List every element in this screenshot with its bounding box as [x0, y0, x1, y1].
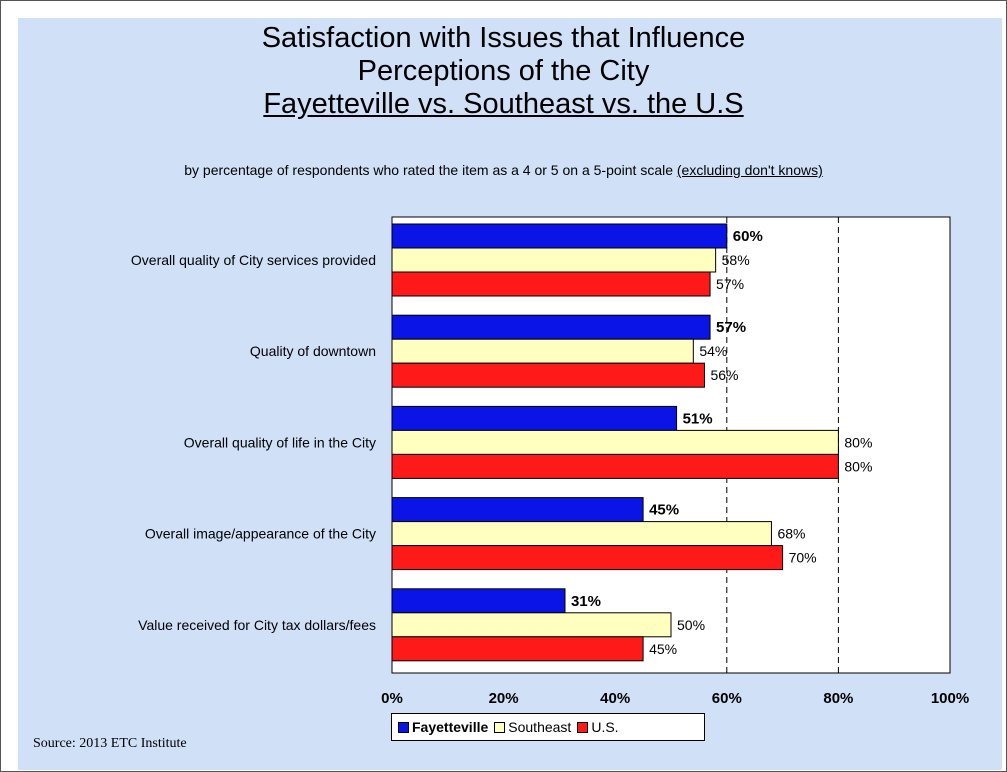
- title-line-3: Fayetteville vs. Southeast vs. the U.S: [263, 88, 744, 120]
- value-label-southeast-1: 58%: [722, 252, 750, 268]
- title-line-2: Perceptions of the City: [357, 55, 650, 87]
- bar-fayetteville-3: [391, 405, 678, 431]
- value-label-us-5: 45%: [649, 641, 677, 657]
- value-label-us-1: 57%: [716, 276, 744, 292]
- bar-us-5: [391, 636, 644, 662]
- bar-fayetteville-5: [391, 588, 566, 614]
- bar-fayetteville-2: [391, 314, 711, 340]
- legend-label-us: U.S.: [591, 719, 619, 735]
- source-note: Source: 2013 ETC Institute: [33, 736, 187, 751]
- title-line-1: Satisfaction with Issues that Influence: [261, 22, 746, 54]
- subtitle-text: by percentage of respondents who rated t…: [184, 162, 673, 178]
- x-tick-label-0: 0%: [381, 690, 403, 707]
- bar-us-4: [391, 545, 784, 571]
- value-label-southeast-2: 54%: [699, 343, 727, 359]
- value-label-fayetteville-2: 57%: [716, 319, 746, 336]
- x-tick-label-5: 100%: [931, 690, 969, 707]
- x-tick-label-3: 60%: [712, 690, 742, 707]
- category-labels: Overall quality of City services provide…: [131, 252, 376, 633]
- value-label-us-3: 80%: [844, 458, 872, 474]
- x-tick-label-1: 20%: [489, 690, 519, 707]
- category-label-4: Overall image/appearance of the City: [145, 526, 376, 542]
- legend-label-fayetteville: Fayetteville: [412, 719, 489, 735]
- bar-us-3: [391, 453, 839, 479]
- legend-swatch-fayetteville: [398, 721, 409, 733]
- bar-series: [391, 223, 839, 662]
- chart-subtitle: by percentage of respondents who rated t…: [0, 162, 1007, 178]
- legend-swatch-southeast: [494, 721, 506, 733]
- x-tick-label-4: 80%: [823, 690, 853, 707]
- value-label-fayetteville-4: 45%: [649, 502, 679, 519]
- legend-item-us: U.S.: [577, 719, 619, 735]
- value-label-us-4: 70%: [789, 550, 817, 566]
- legend-swatch-us: [577, 721, 589, 733]
- chart-title: Satisfaction with Issues that Influence …: [0, 22, 1007, 121]
- value-label-southeast-5: 50%: [677, 617, 705, 633]
- category-label-2: Quality of downtown: [250, 343, 376, 359]
- chart-legend: Fayetteville Southeast U.S.: [391, 713, 705, 741]
- value-label-southeast-4: 68%: [777, 526, 805, 542]
- bar-us-2: [391, 362, 705, 388]
- data-labels: 60% 58% 57% 57% 54% 56% 51% 80% 80% 45% 68% 70% 31% 5…: [571, 228, 872, 657]
- category-label-3: Overall quality of life in the City: [184, 434, 376, 450]
- bar-southeast-3: [391, 429, 839, 455]
- category-label-5: Value received for City tax dollars/fees: [138, 617, 376, 633]
- bar-fayetteville-1: [391, 223, 728, 249]
- legend-item-fayetteville: Fayetteville: [398, 719, 488, 735]
- legend-label-southeast: Southeast: [508, 719, 572, 735]
- legend-item-southeast: Southeast: [494, 719, 571, 735]
- category-label-1: Overall quality of City services provide…: [131, 252, 376, 268]
- gridlines: [726, 217, 839, 673]
- bar-southeast-4: [391, 521, 772, 547]
- bar-southeast-2: [391, 338, 694, 364]
- value-label-southeast-3: 80%: [844, 434, 872, 450]
- bar-southeast-5: [391, 612, 672, 638]
- bar-us-1: [391, 271, 711, 297]
- value-label-fayetteville-5: 31%: [571, 593, 601, 610]
- x-axis-ticks: 0% 20% 40% 60% 80% 100%: [381, 690, 969, 707]
- value-label-fayetteville-1: 60%: [733, 228, 763, 245]
- bar-fayetteville-4: [391, 497, 644, 523]
- bar-southeast-1: [391, 247, 717, 273]
- value-label-fayetteville-3: 51%: [683, 410, 713, 427]
- subtitle-note: (excluding don't knows): [676, 162, 823, 178]
- value-label-us-2: 56%: [710, 367, 738, 383]
- x-tick-label-2: 40%: [600, 690, 630, 707]
